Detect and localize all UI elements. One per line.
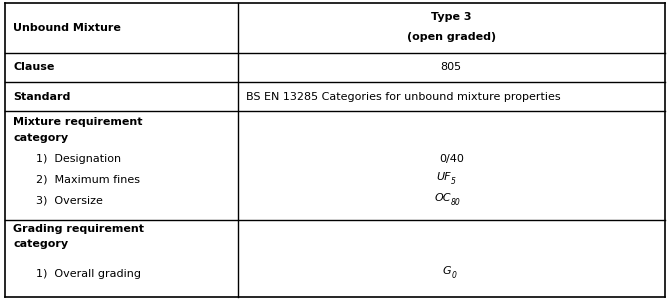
Text: Mixture requirement: Mixture requirement [13,117,143,127]
Text: Unbound Mixture: Unbound Mixture [13,23,121,33]
Text: OC: OC [435,193,452,203]
Text: Standard: Standard [13,92,71,101]
Text: 0/40: 0/40 [439,154,464,164]
Text: Type 3: Type 3 [431,12,472,22]
Text: Grading requirement: Grading requirement [13,224,145,234]
Text: 1)  Designation: 1) Designation [36,154,121,164]
Text: 3)  Oversize: 3) Oversize [36,196,103,206]
Text: 1)  Overall grading: 1) Overall grading [36,269,141,279]
Text: 5: 5 [452,177,456,186]
Text: 80: 80 [452,198,461,207]
Text: category: category [13,239,68,249]
Text: BS EN 13285 Categories for unbound mixture properties: BS EN 13285 Categories for unbound mixtu… [246,92,561,101]
Text: Clause: Clause [13,62,55,72]
Text: G: G [443,266,452,276]
Text: 2)  Maximum fines: 2) Maximum fines [36,175,139,185]
Text: 805: 805 [441,62,462,72]
Text: 0: 0 [452,271,456,280]
Text: (open graded): (open graded) [407,32,496,42]
Text: UF: UF [437,172,452,182]
Text: category: category [13,134,68,143]
